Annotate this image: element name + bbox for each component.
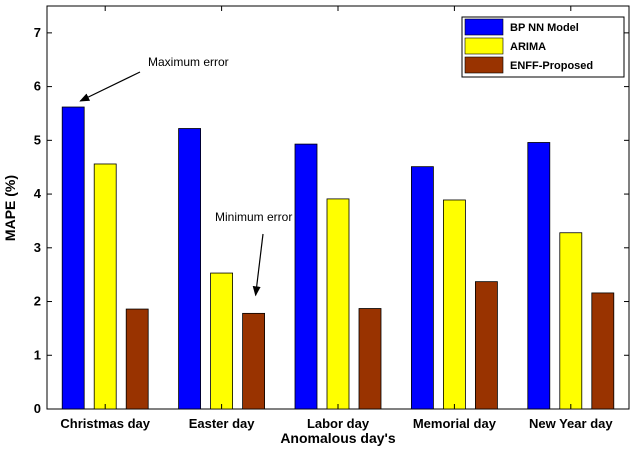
y-tick-label: 7 — [34, 25, 41, 40]
legend-swatch — [464, 18, 504, 36]
y-tick-label: 6 — [34, 79, 41, 94]
x-tick-label: Easter day — [189, 416, 256, 431]
legend-label: ARIMA — [510, 41, 546, 53]
y-tick-label: 2 — [34, 294, 41, 309]
y-tick-label: 4 — [34, 186, 42, 201]
legend-swatch — [464, 37, 504, 55]
bar-enff-proposed-christmas-day — [125, 308, 149, 410]
annotation-arrow — [79, 71, 141, 102]
bar-bp-nn-model-christmas-day — [61, 106, 85, 410]
annotation-arrow — [252, 233, 264, 297]
bar-arima-labor-day — [326, 198, 350, 410]
bar-enff-proposed-easter-day — [242, 312, 266, 410]
bar-enff-proposed-new-year-day — [591, 292, 615, 410]
y-tick-label: 0 — [34, 401, 41, 416]
x-tick-label: New Year day — [529, 416, 613, 431]
annotation-label: Maximum error — [148, 55, 229, 69]
legend-label: BP NN Model — [510, 22, 579, 34]
bar-bp-nn-model-new-year-day — [527, 142, 551, 410]
annotation-label: Minimum error — [215, 210, 292, 224]
legend: BP NN Model ARIMA ENFF-Proposed — [461, 16, 625, 78]
x-tick-label: Memorial day — [413, 416, 497, 431]
bars-group — [61, 106, 615, 410]
bar-bp-nn-model-labor-day — [294, 143, 318, 410]
legend-label: ENFF-Proposed — [510, 60, 593, 72]
bar-arima-christmas-day — [93, 163, 117, 410]
x-tick-label: Labor day — [307, 416, 370, 431]
bar-enff-proposed-labor-day — [358, 308, 382, 410]
annotations: Maximum error Minimum error — [79, 55, 292, 297]
bar-enff-proposed-memorial-day — [474, 281, 498, 410]
y-tick-label: 3 — [34, 240, 41, 255]
bar-arima-new-year-day — [559, 232, 583, 410]
bar-arima-memorial-day — [442, 199, 466, 410]
x-axis-title: Anomalous day's — [280, 430, 396, 446]
x-axis: Christmas day Easter day Labor day Memorial… — [60, 6, 613, 431]
y-axis-title: MAPE (%) — [2, 175, 18, 241]
legend-swatch — [464, 56, 504, 74]
bar-bp-nn-model-easter-day — [178, 128, 202, 410]
bar-bp-nn-model-memorial-day — [410, 166, 434, 410]
x-tick-label: Christmas day — [60, 416, 150, 431]
y-tick-label: 5 — [34, 132, 41, 147]
y-axis: 0 1 2 3 4 5 6 7 — [34, 25, 629, 416]
bar-arima-easter-day — [210, 272, 234, 410]
y-tick-label: 1 — [34, 347, 41, 362]
